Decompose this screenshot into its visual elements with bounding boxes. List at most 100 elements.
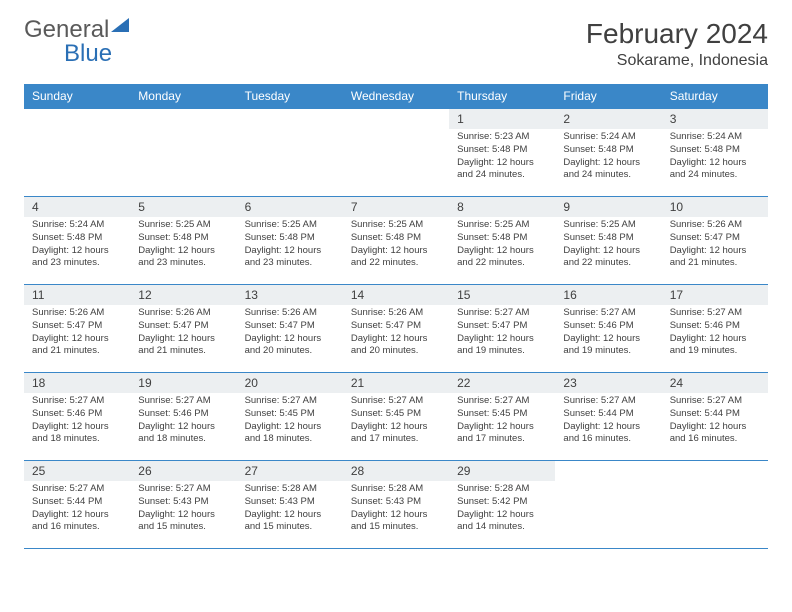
day-details: Sunrise: 5:24 AMSunset: 5:48 PMDaylight:… xyxy=(662,129,768,186)
day-details: Sunrise: 5:25 AMSunset: 5:48 PMDaylight:… xyxy=(343,217,449,274)
day-number: 5 xyxy=(130,197,236,217)
calendar-day-cell xyxy=(130,109,236,197)
sunrise-text: Sunrise: 5:24 AM xyxy=(32,219,122,232)
sunset-text: Sunset: 5:43 PM xyxy=(351,496,441,509)
sunrise-text: Sunrise: 5:26 AM xyxy=(670,219,760,232)
sunrise-text: Sunrise: 5:26 AM xyxy=(245,307,335,320)
calendar-day-cell: 13Sunrise: 5:26 AMSunset: 5:47 PMDayligh… xyxy=(237,285,343,373)
weekday-header: Saturday xyxy=(662,84,768,109)
day-number: 1 xyxy=(449,109,555,129)
calendar-day-cell: 23Sunrise: 5:27 AMSunset: 5:44 PMDayligh… xyxy=(555,373,661,461)
calendar-day-cell: 19Sunrise: 5:27 AMSunset: 5:46 PMDayligh… xyxy=(130,373,236,461)
daylight-text: Daylight: 12 hours and 21 minutes. xyxy=(138,333,228,359)
day-number: 4 xyxy=(24,197,130,217)
page-header: GeneralBlue February 2024 Sokarame, Indo… xyxy=(24,18,768,70)
sunset-text: Sunset: 5:42 PM xyxy=(457,496,547,509)
day-details: Sunrise: 5:28 AMSunset: 5:43 PMDaylight:… xyxy=(237,481,343,538)
sunset-text: Sunset: 5:46 PM xyxy=(32,408,122,421)
sunset-text: Sunset: 5:43 PM xyxy=(138,496,228,509)
day-details: Sunrise: 5:26 AMSunset: 5:47 PMDaylight:… xyxy=(237,305,343,362)
day-number: 28 xyxy=(343,461,449,481)
day-details: Sunrise: 5:27 AMSunset: 5:44 PMDaylight:… xyxy=(662,393,768,450)
day-details: Sunrise: 5:27 AMSunset: 5:44 PMDaylight:… xyxy=(555,393,661,450)
daylight-text: Daylight: 12 hours and 20 minutes. xyxy=(351,333,441,359)
calendar-week-row: 11Sunrise: 5:26 AMSunset: 5:47 PMDayligh… xyxy=(24,285,768,373)
calendar-day-cell: 8Sunrise: 5:25 AMSunset: 5:48 PMDaylight… xyxy=(449,197,555,285)
calendar-day-cell: 29Sunrise: 5:28 AMSunset: 5:42 PMDayligh… xyxy=(449,461,555,549)
day-details: Sunrise: 5:26 AMSunset: 5:47 PMDaylight:… xyxy=(24,305,130,362)
sunrise-text: Sunrise: 5:25 AM xyxy=(245,219,335,232)
sunset-text: Sunset: 5:43 PM xyxy=(245,496,335,509)
sunrise-text: Sunrise: 5:27 AM xyxy=(32,483,122,496)
day-details: Sunrise: 5:26 AMSunset: 5:47 PMDaylight:… xyxy=(662,217,768,274)
sunrise-text: Sunrise: 5:27 AM xyxy=(563,395,653,408)
weekday-header: Monday xyxy=(130,84,236,109)
brand-logo: GeneralBlue xyxy=(24,18,129,66)
day-details: Sunrise: 5:27 AMSunset: 5:46 PMDaylight:… xyxy=(662,305,768,362)
calendar-day-cell: 5Sunrise: 5:25 AMSunset: 5:48 PMDaylight… xyxy=(130,197,236,285)
day-number: 27 xyxy=(237,461,343,481)
sunset-text: Sunset: 5:48 PM xyxy=(457,144,547,157)
daylight-text: Daylight: 12 hours and 14 minutes. xyxy=(457,509,547,535)
sunset-text: Sunset: 5:44 PM xyxy=(32,496,122,509)
title-block: February 2024 Sokarame, Indonesia xyxy=(586,18,768,70)
daylight-text: Daylight: 12 hours and 17 minutes. xyxy=(351,421,441,447)
sunset-text: Sunset: 5:47 PM xyxy=(245,320,335,333)
calendar-week-row: 18Sunrise: 5:27 AMSunset: 5:46 PMDayligh… xyxy=(24,373,768,461)
sunrise-text: Sunrise: 5:27 AM xyxy=(563,307,653,320)
location-text: Sokarame, Indonesia xyxy=(586,52,768,70)
calendar-day-cell: 25Sunrise: 5:27 AMSunset: 5:44 PMDayligh… xyxy=(24,461,130,549)
sunset-text: Sunset: 5:44 PM xyxy=(670,408,760,421)
day-number: 17 xyxy=(662,285,768,305)
day-details: Sunrise: 5:24 AMSunset: 5:48 PMDaylight:… xyxy=(555,129,661,186)
day-number: 21 xyxy=(343,373,449,393)
sunset-text: Sunset: 5:48 PM xyxy=(351,232,441,245)
day-number: 23 xyxy=(555,373,661,393)
daylight-text: Daylight: 12 hours and 16 minutes. xyxy=(32,509,122,535)
day-details: Sunrise: 5:27 AMSunset: 5:46 PMDaylight:… xyxy=(555,305,661,362)
day-number: 24 xyxy=(662,373,768,393)
sunrise-text: Sunrise: 5:27 AM xyxy=(457,395,547,408)
day-details: Sunrise: 5:24 AMSunset: 5:48 PMDaylight:… xyxy=(24,217,130,274)
day-details: Sunrise: 5:26 AMSunset: 5:47 PMDaylight:… xyxy=(343,305,449,362)
calendar-day-cell xyxy=(662,461,768,549)
day-number: 18 xyxy=(24,373,130,393)
day-details: Sunrise: 5:28 AMSunset: 5:42 PMDaylight:… xyxy=(449,481,555,538)
triangle-icon xyxy=(111,18,129,32)
sunset-text: Sunset: 5:48 PM xyxy=(138,232,228,245)
calendar-day-cell: 24Sunrise: 5:27 AMSunset: 5:44 PMDayligh… xyxy=(662,373,768,461)
daylight-text: Daylight: 12 hours and 20 minutes. xyxy=(245,333,335,359)
day-details: Sunrise: 5:27 AMSunset: 5:46 PMDaylight:… xyxy=(24,393,130,450)
day-number: 2 xyxy=(555,109,661,129)
day-details: Sunrise: 5:25 AMSunset: 5:48 PMDaylight:… xyxy=(449,217,555,274)
brand-text-2: Blue xyxy=(64,40,112,67)
day-details: Sunrise: 5:27 AMSunset: 5:46 PMDaylight:… xyxy=(130,393,236,450)
daylight-text: Daylight: 12 hours and 24 minutes. xyxy=(670,157,760,183)
daylight-text: Daylight: 12 hours and 22 minutes. xyxy=(563,245,653,271)
daylight-text: Daylight: 12 hours and 19 minutes. xyxy=(563,333,653,359)
day-number: 8 xyxy=(449,197,555,217)
sunset-text: Sunset: 5:46 PM xyxy=(138,408,228,421)
sunrise-text: Sunrise: 5:27 AM xyxy=(457,307,547,320)
sunrise-text: Sunrise: 5:25 AM xyxy=(563,219,653,232)
day-number: 19 xyxy=(130,373,236,393)
sunset-text: Sunset: 5:45 PM xyxy=(245,408,335,421)
calendar-day-cell: 10Sunrise: 5:26 AMSunset: 5:47 PMDayligh… xyxy=(662,197,768,285)
sunrise-text: Sunrise: 5:27 AM xyxy=(245,395,335,408)
calendar-day-cell: 18Sunrise: 5:27 AMSunset: 5:46 PMDayligh… xyxy=(24,373,130,461)
day-number: 14 xyxy=(343,285,449,305)
day-details: Sunrise: 5:27 AMSunset: 5:43 PMDaylight:… xyxy=(130,481,236,538)
daylight-text: Daylight: 12 hours and 18 minutes. xyxy=(245,421,335,447)
brand-text-1: General xyxy=(24,16,109,43)
sunrise-text: Sunrise: 5:26 AM xyxy=(351,307,441,320)
calendar-day-cell: 26Sunrise: 5:27 AMSunset: 5:43 PMDayligh… xyxy=(130,461,236,549)
sunrise-text: Sunrise: 5:25 AM xyxy=(138,219,228,232)
sunrise-text: Sunrise: 5:28 AM xyxy=(351,483,441,496)
calendar-day-cell: 2Sunrise: 5:24 AMSunset: 5:48 PMDaylight… xyxy=(555,109,661,197)
sunset-text: Sunset: 5:46 PM xyxy=(563,320,653,333)
calendar-table: Sunday Monday Tuesday Wednesday Thursday… xyxy=(24,84,768,549)
sunset-text: Sunset: 5:47 PM xyxy=(32,320,122,333)
day-details: Sunrise: 5:25 AMSunset: 5:48 PMDaylight:… xyxy=(130,217,236,274)
daylight-text: Daylight: 12 hours and 21 minutes. xyxy=(670,245,760,271)
daylight-text: Daylight: 12 hours and 16 minutes. xyxy=(670,421,760,447)
